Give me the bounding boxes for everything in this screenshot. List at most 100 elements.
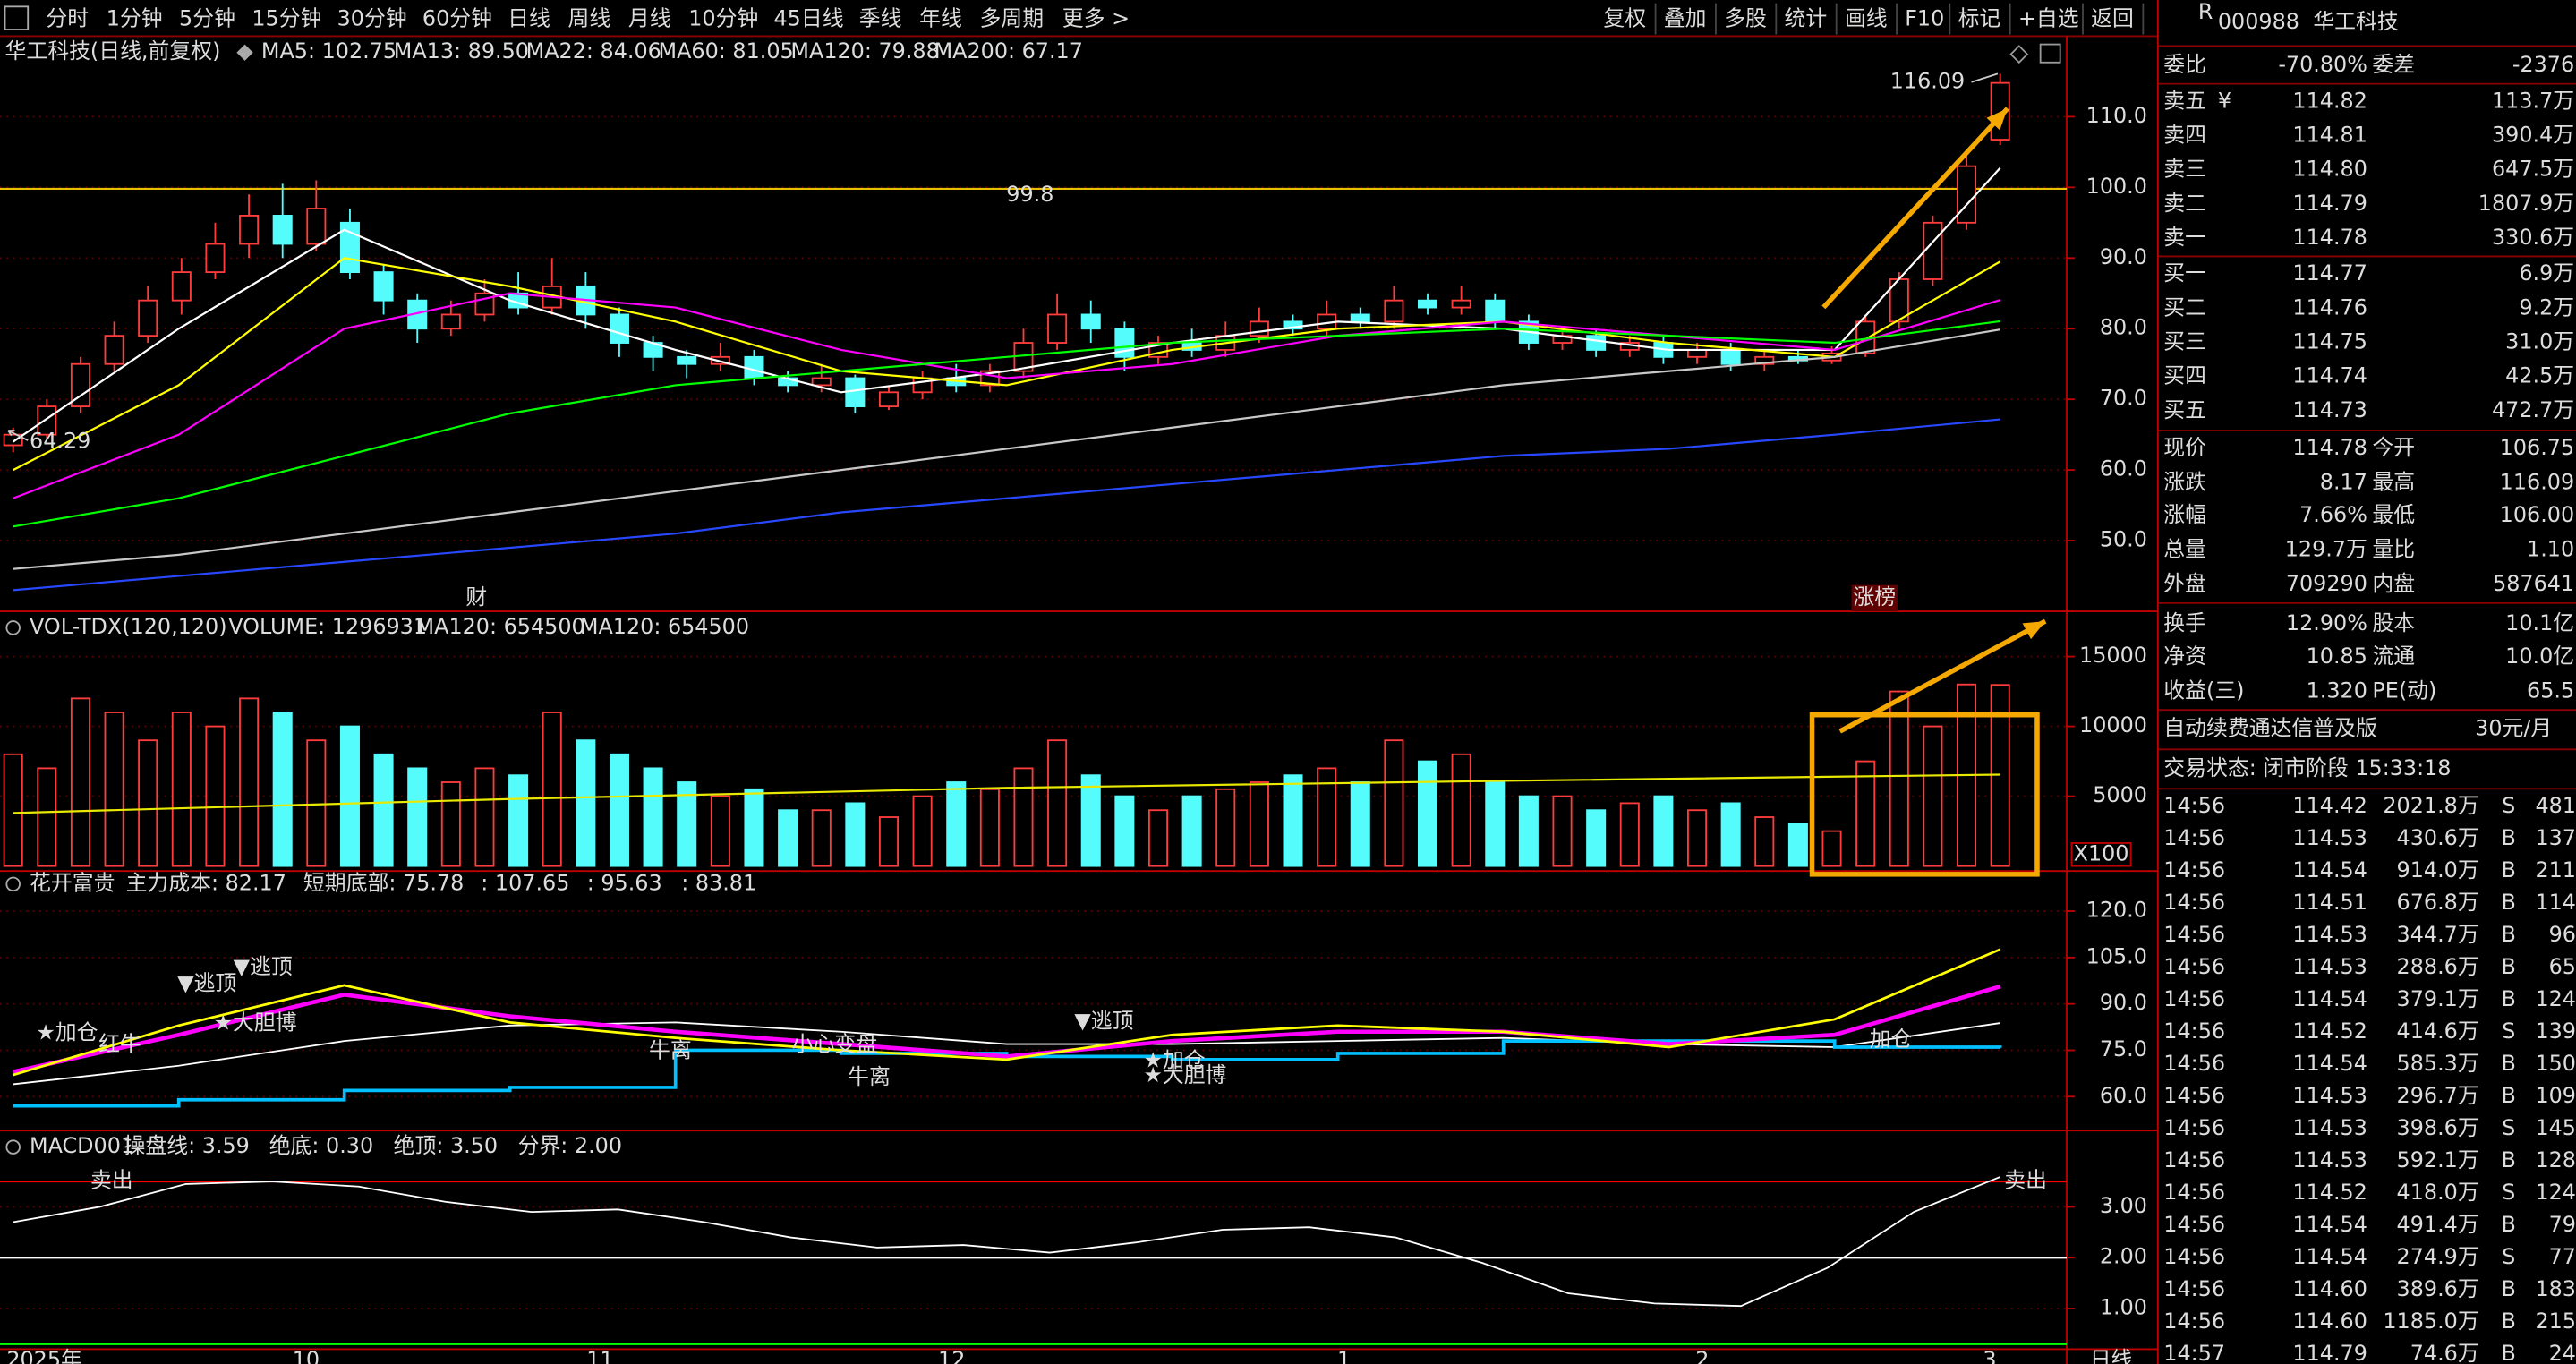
volume-bar	[3, 753, 23, 867]
period-tab[interactable]: 更多 >	[1062, 6, 1130, 31]
volume-bar	[138, 739, 158, 867]
quote-label: PE(动)	[2372, 678, 2436, 703]
tick-count: 109	[2535, 1083, 2576, 1108]
book-label: 买五	[2163, 397, 2206, 422]
window-icon[interactable]	[2039, 43, 2061, 64]
volume-bar	[272, 712, 293, 867]
tool-button[interactable]: 统计	[1784, 6, 1827, 31]
panel-header: 绝底: 0.30	[269, 1133, 373, 1158]
candle-body	[171, 271, 192, 302]
series-line	[13, 1176, 2001, 1308]
promo-price[interactable]: 30元/月	[2475, 716, 2552, 741]
legend-entry: MA60: 81.05	[659, 38, 794, 64]
quote-value: 12.90%	[2286, 610, 2367, 635]
y-tick-label: 110.0	[2086, 103, 2147, 128]
volume-bar	[70, 697, 90, 867]
annotation-arrowhead	[1986, 108, 2008, 131]
panel-header: MA120: 654500	[416, 614, 585, 639]
event-tag: 财	[465, 584, 487, 610]
tick-side: S	[2502, 1180, 2515, 1205]
volume-bar	[576, 739, 596, 867]
volume-bar	[878, 816, 899, 867]
annotation: ★加仓	[36, 1019, 98, 1044]
quote-value: -2376	[2512, 52, 2574, 77]
volume-bar	[474, 767, 495, 867]
volume-bar	[609, 753, 629, 867]
quote-value: 10.0亿	[2505, 644, 2574, 669]
quote-label: 流通	[2372, 644, 2415, 669]
period-tab[interactable]: 10分钟	[688, 6, 758, 31]
volume-bar	[542, 712, 562, 867]
period-tab[interactable]: 1分钟	[107, 6, 163, 31]
candle-body	[3, 433, 23, 447]
tool-button[interactable]: 复权	[1603, 6, 1646, 31]
y-tick-label: 10000	[2079, 712, 2147, 737]
candle-body	[1687, 349, 1708, 358]
period-tab[interactable]: 季线	[859, 6, 902, 31]
volume-bar	[1283, 774, 1303, 867]
tick-volume: 288.6万	[2397, 954, 2479, 979]
quote-value: 116.09	[2500, 469, 2574, 494]
period-tab[interactable]: 周线	[568, 6, 611, 31]
candle-body	[1249, 320, 1269, 337]
tool-button[interactable]: 画线	[1845, 6, 1888, 31]
annotation: 卖出	[2004, 1168, 2047, 1193]
series-line	[13, 773, 2000, 814]
tick-count: 183	[2535, 1276, 2576, 1301]
tick-count: 211	[2535, 857, 2576, 882]
tool-button[interactable]: 返回	[2091, 6, 2134, 31]
volume-bar	[104, 712, 124, 867]
period-tab[interactable]: 30分钟	[337, 6, 407, 31]
x-tick-label: 3	[1983, 1347, 1996, 1364]
tick-time: 14:57	[2163, 1341, 2225, 1364]
menu-icon[interactable]	[4, 5, 30, 30]
mode-icon[interactable]	[2009, 45, 2029, 64]
period-tab[interactable]: 月线	[628, 6, 671, 31]
tick-price: 114.53	[2292, 1115, 2367, 1140]
candle-body	[70, 362, 90, 408]
period-tab[interactable]: 5分钟	[179, 6, 235, 31]
tick-count: 150	[2535, 1051, 2576, 1076]
tick-price: 114.52	[2292, 1180, 2367, 1205]
tool-button[interactable]: 叠加	[1664, 6, 1707, 31]
period-tab[interactable]: 45日线	[774, 6, 844, 31]
tick-price: 114.53	[2292, 922, 2367, 947]
candle-body	[1350, 313, 1370, 323]
book-label: 买一	[2163, 260, 2206, 286]
quote-label: 今开	[2372, 435, 2415, 460]
tick-count: 145	[2535, 1115, 2576, 1140]
panel-header: : 95.63	[587, 870, 662, 895]
tick-count: 124	[2535, 1180, 2576, 1205]
book-volume: 9.2万	[2519, 294, 2574, 320]
tool-button[interactable]: +自选	[2018, 6, 2079, 31]
volume-bar	[1586, 809, 1607, 867]
period-tab[interactable]: 分时	[46, 6, 89, 31]
period-tab[interactable]: 60分钟	[422, 6, 492, 31]
period-tab[interactable]: 多周期	[979, 6, 1044, 31]
tick-time: 14:56	[2163, 1115, 2225, 1140]
tool-button[interactable]: F10	[1905, 6, 1944, 31]
period-tab[interactable]: 年线	[919, 6, 962, 31]
tick-time: 14:56	[2163, 1309, 2225, 1334]
tick-count: 96	[2549, 922, 2576, 947]
volume-bar	[1552, 795, 1573, 867]
legend-entry: MA120: 79.88	[790, 38, 939, 64]
volume-bar	[946, 781, 967, 867]
candle-body	[1080, 313, 1101, 330]
candle-body	[1720, 349, 1741, 365]
period-tab[interactable]: 日线	[508, 6, 550, 31]
panel-header: MACD001	[30, 1133, 134, 1158]
tool-button[interactable]: 多股	[1724, 6, 1767, 31]
tick-count: 139	[2535, 1019, 2576, 1044]
volume-bar	[778, 809, 798, 867]
tick-volume: 914.0万	[2397, 857, 2479, 882]
tick-volume: 398.6万	[2397, 1115, 2479, 1140]
period-tab[interactable]: 15分钟	[252, 6, 321, 31]
candle-body	[1923, 221, 1943, 280]
annotation: 小心变盘	[792, 1031, 877, 1056]
tick-side: B	[2502, 890, 2516, 915]
tool-button[interactable]: 标记	[1958, 6, 2001, 31]
book-price: 114.81	[2292, 123, 2367, 148]
quote-value: -70.80%	[2278, 52, 2367, 77]
volume-bar	[677, 781, 697, 867]
